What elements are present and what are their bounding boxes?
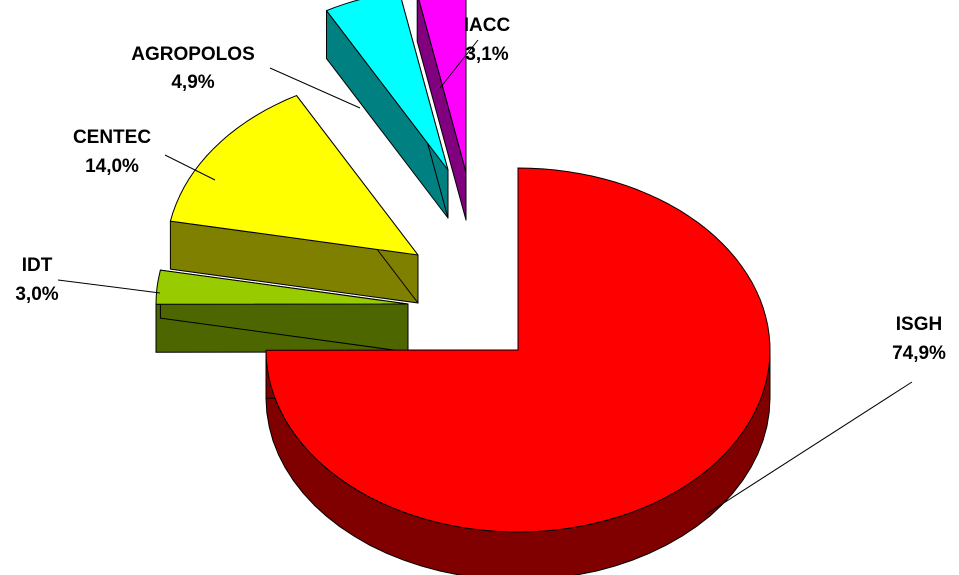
- iacc-label: IACC: [464, 15, 511, 36]
- leader-lines: [57, 39, 913, 516]
- centec-label: CENTEC: [73, 127, 151, 148]
- agropolos-percent-label: 4,9%: [171, 72, 214, 93]
- isgh-leader-line: [704, 381, 913, 516]
- isgh-label: ISGH: [896, 314, 942, 335]
- iacc-percent-label: 3,1%: [465, 44, 508, 65]
- idt-slice: [155, 269, 409, 305]
- agropolos-slice: [326, 0, 449, 171]
- isgh-percent-label: 74,9%: [892, 343, 946, 364]
- centec-slice: [169, 95, 419, 256]
- centec-percent-label: 14,0%: [85, 156, 139, 177]
- agropolos-label: AGROPOLOS: [131, 44, 255, 65]
- idt-leader-line: [57, 279, 161, 294]
- slice-labels: ISGH 74,9% IDT 3,0% CENTEC 14,0% AGROPOLOS 4,9%…: [15, 15, 946, 364]
- iacc-slice: [418, 0, 467, 173]
- idt-label: IDT: [22, 255, 53, 276]
- agropolos-leader-line: [269, 67, 361, 109]
- idt-percent-label: 3,0%: [15, 284, 58, 305]
- centec-leader-line: [164, 154, 216, 181]
- slice-tops: [155, 0, 771, 533]
- isgh-slice: [265, 167, 771, 533]
- iacc-leader-line: [439, 39, 479, 89]
